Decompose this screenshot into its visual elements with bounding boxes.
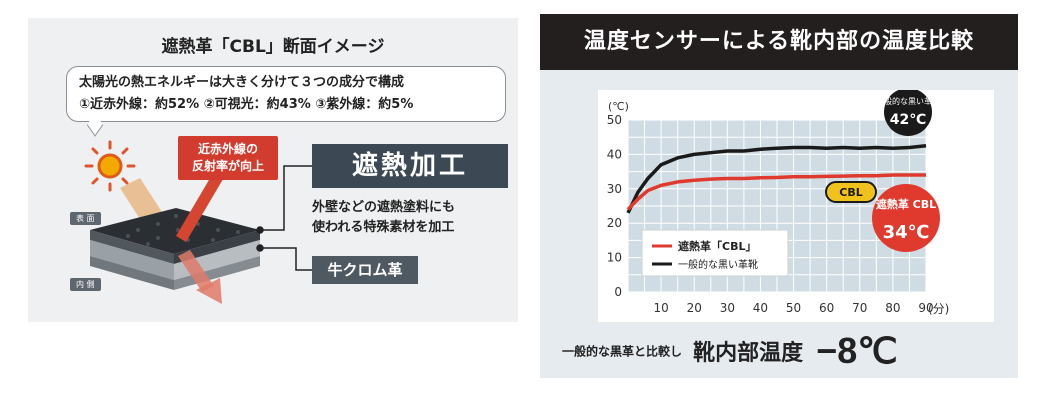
leather-layers (90, 208, 260, 290)
transmitted-arrow (178, 250, 222, 304)
summary-prefix: 一般的な黒革と比較し (562, 344, 683, 359)
x-tick-labels: 10 20 30 40 50 60 70 80 90 (653, 301, 933, 315)
legend: 遮熱革「CBL」 一般的な黒い革靴 (641, 229, 789, 277)
temperature-comparison-panel: 温度センサーによる靴内部の温度比較 0 10 20 30 40 50 10 20 30 40 50… (540, 14, 1018, 378)
nir-label-line2: 反射率が向上 (191, 159, 264, 173)
chrome-leather-label: 牛クロム革 (312, 256, 418, 284)
y-tick-labels: 0 10 20 30 40 50 (607, 113, 622, 299)
x-tick-label: 40 (753, 301, 768, 315)
black-end-label: 一般的な黒い革靴 (876, 96, 940, 106)
series-lines (626, 144, 927, 214)
y-tick-label: 50 (607, 113, 622, 127)
y-tick-label: 10 (607, 251, 622, 265)
y-unit-label: (℃) (608, 100, 629, 113)
x-tick-label: 10 (653, 301, 668, 315)
summary-line: 一般的な黒革と比較し 靴内部温度 −8℃ (562, 330, 898, 374)
heat-shield-label: 遮熱加工 (312, 144, 508, 188)
black-end-callout: 一般的な黒い革靴 42℃ (876, 90, 940, 136)
legend-box (641, 229, 789, 277)
comparison-header: 温度センサーによる靴内部の温度比較 (540, 14, 1018, 70)
temperature-chart-svg: 0 10 20 30 40 50 10 20 30 40 50 60 70 80 90 (℃) (分) 遮… (607, 90, 949, 316)
black-end-bubble (884, 90, 932, 136)
solar-energy-line2: ①近赤外線：約52% ②可視光：約43% ③紫外線：約5% (79, 97, 414, 112)
sun-icon (84, 140, 136, 192)
y-tick-label: 20 (607, 216, 622, 230)
cbl-end-bubble (872, 184, 940, 252)
legend-label-cbl: 遮熱革「CBL」 (678, 239, 756, 253)
heat-shield-description: 外壁などの遮熱塗料にも 使われる特殊素材を加工 (312, 198, 455, 238)
cbl-badge: CBL (825, 181, 877, 203)
solar-energy-bubble: 太陽光の熱エネルギーは大きく分けて３つの成分で構成 ①近赤外線：約52% ②可視… (66, 66, 506, 122)
cbl-end-callout: 遮熱革 CBL 34℃ (872, 184, 940, 252)
x-tick-label: 30 (720, 301, 735, 315)
cbl-end-value: 34℃ (883, 222, 930, 243)
nir-reflection-label: 近赤外線の 反射率が向上 (178, 136, 278, 180)
series-line-1 (626, 173, 926, 211)
x-unit-label: (分) (928, 302, 949, 316)
solar-energy-line1: 太陽光の熱エネルギーは大きく分けて３つの成分で構成 (79, 75, 405, 90)
x-tick-label: 70 (852, 301, 867, 315)
y-tick-label: 30 (607, 182, 622, 196)
summary-subject: 靴内部温度 (693, 341, 804, 366)
nir-label-line1: 近赤外線の (197, 142, 258, 156)
cbl-badge-text: CBL (839, 186, 862, 199)
cross-section-title: 遮熱革「CBL」断面イメージ (161, 37, 385, 57)
x-tick-label: 20 (687, 301, 702, 315)
inner-side-tag: 内 側 (70, 278, 101, 291)
black-end-value: 42℃ (890, 112, 926, 128)
y-tick-label: 0 (614, 285, 622, 299)
summary-value: −8℃ (816, 330, 898, 371)
cross-section-panel: 遮熱革「CBL」断面イメージ 太陽光の熱エネルギーは大きく分けて３つの成分で構成… (28, 18, 518, 322)
cbl-badge-bg (825, 181, 877, 203)
cbl-end-label: 遮熱革 CBL (876, 197, 936, 211)
connector-lines (256, 165, 312, 271)
legend-label-black: 一般的な黒い革靴 (678, 258, 758, 271)
y-tick-label: 40 (607, 147, 622, 161)
x-tick-label: 80 (885, 301, 900, 315)
front-surface-tag: 表 面 (70, 212, 101, 225)
x-tick-label: 60 (819, 301, 834, 315)
series-line-0 (626, 144, 927, 214)
x-tick-label: 50 (786, 301, 801, 315)
temperature-chart: 0 10 20 30 40 50 10 20 30 40 50 60 70 80 90 (℃) (分) 遮… (598, 90, 994, 322)
shield-desc-line2: 使われる特殊素材を加工 (312, 220, 455, 235)
x-tick-label: 90 (918, 301, 933, 315)
shield-desc-line1: 外壁などの遮熱塗料にも (312, 200, 456, 215)
